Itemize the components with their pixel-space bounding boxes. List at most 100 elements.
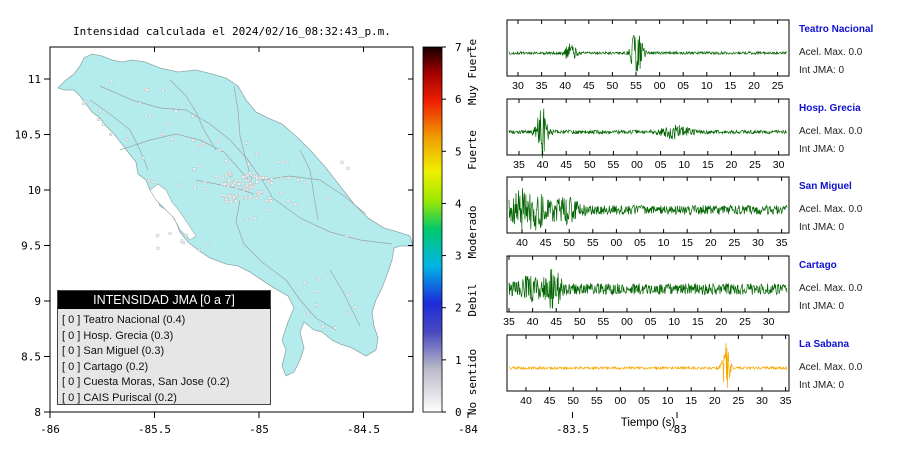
station-marker — [138, 102, 142, 106]
waveform-tick-label: 45 — [560, 159, 572, 171]
waveform-tick-label: 15 — [702, 159, 714, 171]
map-y-tick-label: 8 — [34, 406, 41, 419]
station-marker — [259, 176, 263, 180]
colorbar-tick-label: 2 — [455, 302, 462, 315]
station-marker — [317, 278, 321, 282]
legend-item-name: San Miguel (0.3) — [83, 345, 165, 357]
waveform-tick-label: 10 — [662, 395, 674, 407]
station-jma-intensity: Int JMA: 0 — [799, 144, 845, 155]
station-marker — [109, 132, 113, 136]
station-marker — [214, 174, 218, 178]
station-jma-intensity: Int JMA: 0 — [799, 65, 845, 76]
station-marker — [248, 195, 252, 199]
station-marker — [244, 196, 248, 200]
waveform-tick-label: 40 — [537, 159, 549, 171]
station-marker — [287, 176, 291, 180]
waveform-tick-label: 40 — [520, 395, 532, 407]
waveform-tick-label: 45 — [550, 316, 562, 328]
costa-rica-land — [57, 53, 414, 377]
waveform-tick-label: 10 — [668, 316, 680, 328]
waveform-tick-label: 30 — [752, 237, 764, 249]
station-marker — [227, 178, 231, 182]
station-marker — [201, 142, 205, 146]
waveform-tick-label: 20 — [748, 80, 760, 92]
waveform-tick-label: 25 — [772, 80, 784, 92]
station-marker — [170, 137, 174, 141]
waveform-panels: 30 35 40 45 50 55 00 05 10 15 20 25 35 40 45 50 55 00 05 10… — [503, 19, 792, 407]
station-marker — [279, 177, 283, 181]
station-name: Hosp. Grecia — [799, 103, 861, 114]
legend-item: [ 0 ] CAIS Puriscal (0.2) — [58, 391, 270, 407]
station-accel-max: Acel. Max. 0.0 — [799, 204, 863, 215]
intensity-legend: INTENSIDAD JMA [0 a 7] [ 0 ] Teatro Naci… — [57, 290, 271, 405]
station-marker — [296, 178, 300, 182]
waveform-trace — [508, 108, 788, 159]
waveform-frame — [506, 176, 790, 234]
waveform-tick-label: 05 — [677, 80, 689, 92]
map-y-tick-label: 10.5 — [15, 129, 42, 142]
waveform-tick-label: 45 — [540, 237, 552, 249]
station-marker — [185, 233, 189, 237]
station-marker — [244, 141, 248, 145]
colorbar-tick-label: 5 — [455, 145, 462, 158]
waveform-tick-label: 40 — [516, 237, 528, 249]
station-marker — [161, 89, 165, 93]
legend-item-name: Hosp. Grecia (0.3) — [83, 329, 174, 342]
station-marker — [303, 281, 307, 285]
waveform-tick-label: 25 — [739, 316, 751, 328]
station-marker — [96, 117, 100, 121]
station-marker — [160, 132, 164, 136]
station-name: Teatro Nacional — [799, 24, 874, 35]
station-marker — [267, 179, 271, 183]
station-marker — [278, 160, 282, 164]
station-marker — [193, 185, 197, 189]
station-marker — [245, 184, 249, 188]
waveform-tick-label: 00 — [631, 159, 643, 171]
station-marker — [265, 199, 269, 203]
waveform-tick-label: 05 — [638, 395, 650, 407]
map-y-tick-label: 9.5 — [21, 240, 41, 253]
waveform-panel: 35 40 45 50 55 00 05 10 15 20 25 30 — [506, 98, 790, 171]
waveform-panel: 40 45 50 55 00 05 10 15 20 25 30 35 — [506, 334, 792, 407]
legend-item: [ 0 ] Hosp. Grecia (0.3) — [58, 329, 270, 345]
colorbar-tick-label: 3 — [455, 250, 462, 263]
waveform-tick-label: 45 — [544, 395, 556, 407]
legend-item: [ 0 ] San Miguel (0.3) — [58, 344, 270, 360]
waveform-tick-label: 00 — [654, 80, 666, 92]
colorbar-category-label: Muy Fuerte — [466, 39, 479, 105]
waveform-tick-label: 50 — [563, 237, 575, 249]
station-marker — [255, 180, 259, 184]
station-marker — [315, 303, 319, 307]
station-marker — [166, 121, 170, 125]
station-marker — [353, 305, 357, 309]
station-marker — [270, 181, 274, 185]
legend-item-name: Cartago (0.2) — [83, 360, 149, 373]
station-marker — [241, 175, 245, 179]
station-marker — [293, 202, 297, 206]
station-marker — [156, 246, 160, 250]
station-marker — [142, 156, 146, 160]
station-marker — [261, 176, 265, 180]
colorbar-category-label: Moderado — [466, 206, 479, 259]
station-marker — [181, 241, 185, 245]
station-markers — [82, 79, 357, 330]
station-marker — [226, 184, 230, 188]
station-marker — [82, 101, 86, 105]
legend-item: [ 0 ] Cartago (0.2) — [58, 360, 270, 376]
map-x-tick-label: -85 — [249, 423, 269, 436]
station-marker — [255, 176, 259, 180]
legend-item-level: [ 0 ] — [62, 345, 84, 357]
waveform-tick-label: 35 — [503, 316, 515, 328]
legend-item-level: [ 0 ] — [62, 329, 84, 342]
station-marker — [168, 231, 172, 235]
legend-item-level: [ 0 ] — [62, 314, 84, 326]
station-marker — [98, 110, 102, 114]
colorbar-tick-label: 6 — [455, 93, 462, 106]
station-marker — [220, 193, 224, 197]
station-marker — [248, 171, 252, 175]
map-x-tick-label: -83.5 — [556, 423, 589, 436]
station-marker — [198, 248, 202, 252]
legend-item-name: Cuesta Moras, San Jose (0.2) — [83, 376, 230, 388]
station-marker — [146, 88, 150, 92]
